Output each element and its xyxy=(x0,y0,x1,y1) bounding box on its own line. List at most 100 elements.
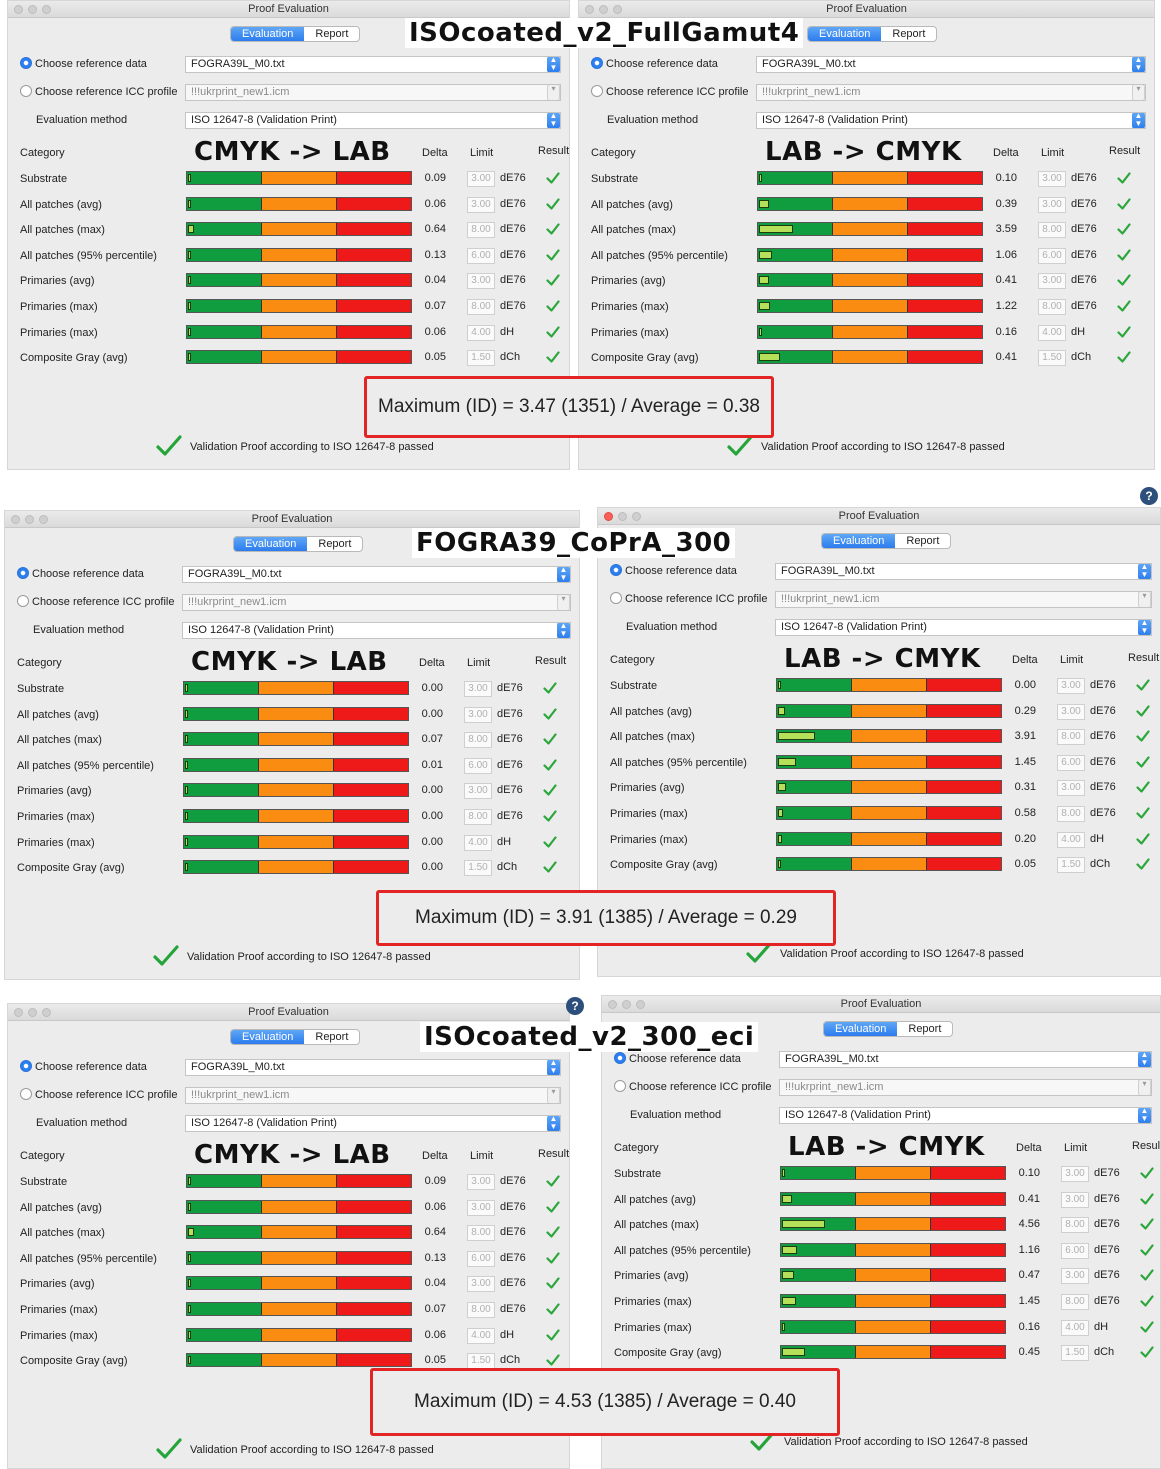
view-tabs[interactable]: Evaluation Report xyxy=(230,1029,361,1045)
minimize-window-button[interactable] xyxy=(599,5,608,14)
dropdown-stepper-icon[interactable]: ▲ ▼ xyxy=(557,567,570,582)
reference-icc-radio[interactable] xyxy=(610,592,622,604)
view-tabs[interactable]: Evaluation Report xyxy=(230,26,361,42)
tab-evaluation[interactable]: Evaluation xyxy=(231,1030,305,1044)
limit-field[interactable]: 6.00 xyxy=(1038,247,1066,264)
reference-icc-radio[interactable] xyxy=(20,1088,32,1100)
limit-field[interactable]: 4.00 xyxy=(1061,1319,1089,1336)
reference-data-radio[interactable] xyxy=(20,1060,32,1072)
limit-field[interactable]: 3.00 xyxy=(1038,273,1066,290)
limit-field[interactable]: 3.00 xyxy=(464,783,492,800)
reference-icc-radio[interactable] xyxy=(614,1080,626,1092)
reference-data-radio[interactable] xyxy=(610,564,622,576)
limit-field[interactable]: 3.00 xyxy=(1057,703,1085,720)
limit-field[interactable]: 8.00 xyxy=(1038,222,1066,239)
dropdown-stepper-icon[interactable]: ▲ ▼ xyxy=(1138,1108,1151,1123)
reference-icc-select[interactable]: !!!ukrprint_new1.icm ▾ xyxy=(775,591,1152,608)
view-tabs[interactable]: Evaluation Report xyxy=(821,533,952,549)
tab-report[interactable]: Report xyxy=(318,538,352,550)
dropdown-stepper-icon[interactable]: ▲ ▼ xyxy=(547,1116,560,1131)
evaluation-method-select[interactable]: ISO 12647-8 (Validation Print) ▲ ▼ xyxy=(185,112,561,129)
zoom-window-button[interactable] xyxy=(613,5,622,14)
reference-data-radio[interactable] xyxy=(17,567,29,579)
limit-field[interactable]: 6.00 xyxy=(467,1250,495,1267)
limit-field[interactable]: 3.00 xyxy=(467,196,495,213)
limit-field[interactable]: 4.00 xyxy=(1038,324,1066,341)
view-tabs[interactable]: Evaluation Report xyxy=(233,536,364,552)
zoom-window-button[interactable] xyxy=(42,5,51,14)
limit-field[interactable]: 1.50 xyxy=(464,860,492,877)
limit-field[interactable]: 4.00 xyxy=(464,834,492,851)
limit-field[interactable]: 1.50 xyxy=(467,1353,495,1370)
limit-field[interactable]: 1.50 xyxy=(1038,350,1066,367)
limit-field[interactable]: 6.00 xyxy=(1057,754,1085,771)
limit-field[interactable]: 3.00 xyxy=(1057,780,1085,797)
limit-field[interactable]: 3.00 xyxy=(1038,196,1066,213)
window-controls[interactable] xyxy=(14,5,56,17)
chevron-down-icon[interactable]: ▾ xyxy=(1138,592,1151,607)
reference-icc-radio[interactable] xyxy=(20,85,32,97)
dropdown-stepper-icon[interactable]: ▲ ▼ xyxy=(1138,620,1151,635)
chevron-down-icon[interactable]: ▾ xyxy=(547,85,560,100)
reference-data-select[interactable]: FOGRA39L_M0.txt ▲ ▼ xyxy=(182,566,571,583)
view-tabs[interactable]: Evaluation Report xyxy=(807,26,938,42)
window-controls[interactable] xyxy=(608,1000,650,1012)
chevron-down-icon[interactable]: ▾ xyxy=(1138,1080,1151,1095)
limit-field[interactable]: 3.00 xyxy=(467,1174,495,1190)
reference-icc-select[interactable]: !!!ukrprint_new1.icm ▾ xyxy=(185,1087,561,1104)
limit-field[interactable]: 3.00 xyxy=(1061,1191,1089,1208)
limit-field[interactable]: 8.00 xyxy=(1061,1217,1089,1234)
reference-data-select[interactable]: FOGRA39L_M0.txt ▲ ▼ xyxy=(779,1051,1152,1068)
evaluation-method-select[interactable]: ISO 12647-8 (Validation Print) ▲ ▼ xyxy=(775,619,1152,636)
zoom-window-button[interactable] xyxy=(636,1000,645,1009)
limit-field[interactable]: 1.50 xyxy=(1057,857,1085,874)
limit-field[interactable]: 6.00 xyxy=(1061,1242,1089,1259)
dropdown-stepper-icon[interactable]: ▲ ▼ xyxy=(547,113,560,128)
limit-field[interactable]: 1.50 xyxy=(1061,1345,1089,1362)
tab-report[interactable]: Report xyxy=(892,28,926,40)
reference-data-select[interactable]: FOGRA39L_M0.txt ▲ ▼ xyxy=(185,56,561,73)
limit-field[interactable]: 8.00 xyxy=(1038,299,1066,315)
reference-icc-select[interactable]: !!!ukrprint_new1.icm ▾ xyxy=(756,84,1146,101)
zoom-window-button[interactable] xyxy=(42,1008,51,1017)
limit-field[interactable]: 8.00 xyxy=(467,1225,495,1242)
limit-field[interactable]: 8.00 xyxy=(464,809,492,825)
limit-field[interactable]: 4.00 xyxy=(467,1327,495,1344)
reference-icc-select[interactable]: !!!ukrprint_new1.icm ▾ xyxy=(185,84,561,101)
reference-data-radio[interactable] xyxy=(591,57,603,69)
tab-report[interactable]: Report xyxy=(315,1031,349,1043)
reference-icc-radio[interactable] xyxy=(591,85,603,97)
tab-report[interactable]: Report xyxy=(906,535,940,547)
tab-evaluation[interactable]: Evaluation xyxy=(808,27,882,41)
tab-evaluation[interactable]: Evaluation xyxy=(231,27,305,41)
limit-field[interactable]: 3.00 xyxy=(467,1276,495,1293)
limit-field[interactable]: 8.00 xyxy=(464,732,492,749)
minimize-window-button[interactable] xyxy=(28,1008,37,1017)
evaluation-method-select[interactable]: ISO 12647-8 (Validation Print) ▲ ▼ xyxy=(779,1107,1152,1124)
dropdown-stepper-icon[interactable]: ▲ ▼ xyxy=(1138,564,1151,579)
limit-field[interactable]: 8.00 xyxy=(467,1302,495,1318)
chevron-down-icon[interactable]: ▾ xyxy=(557,595,570,610)
close-window-button[interactable] xyxy=(11,515,20,524)
help-icon[interactable]: ? xyxy=(566,997,584,1015)
limit-field[interactable]: 3.00 xyxy=(467,273,495,290)
minimize-window-button[interactable] xyxy=(28,5,37,14)
dropdown-stepper-icon[interactable]: ▲ ▼ xyxy=(1138,1052,1151,1067)
limit-field[interactable]: 3.00 xyxy=(1057,678,1085,694)
tab-evaluation[interactable]: Evaluation xyxy=(822,534,896,548)
zoom-window-button[interactable] xyxy=(632,512,641,521)
tab-report[interactable]: Report xyxy=(908,1023,942,1035)
dropdown-stepper-icon[interactable]: ▲ ▼ xyxy=(1132,57,1145,72)
limit-field[interactable]: 3.00 xyxy=(464,681,492,697)
close-window-button[interactable] xyxy=(585,5,594,14)
limit-field[interactable]: 6.00 xyxy=(464,757,492,774)
reference-icc-radio[interactable] xyxy=(17,595,29,607)
limit-field[interactable]: 4.00 xyxy=(1057,831,1085,848)
limit-field[interactable]: 8.00 xyxy=(467,222,495,239)
evaluation-method-select[interactable]: ISO 12647-8 (Validation Print) ▲ ▼ xyxy=(182,622,571,639)
minimize-window-button[interactable] xyxy=(622,1000,631,1009)
limit-field[interactable]: 3.00 xyxy=(464,706,492,723)
window-controls[interactable] xyxy=(585,5,627,17)
reference-data-radio[interactable] xyxy=(614,1052,626,1064)
limit-field[interactable]: 3.00 xyxy=(467,171,495,187)
